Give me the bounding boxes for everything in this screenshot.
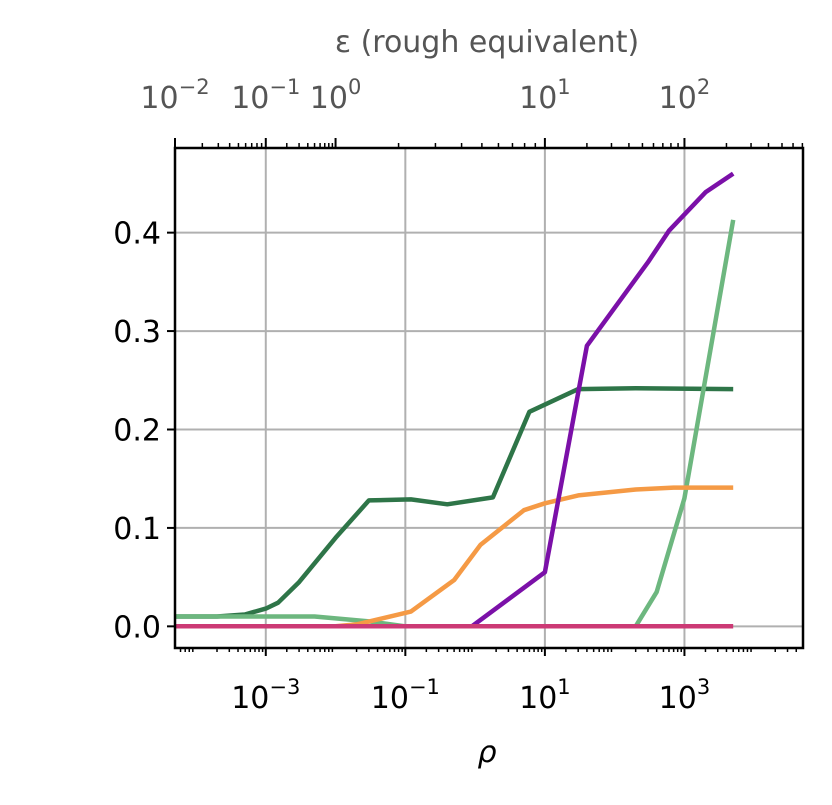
grid xyxy=(175,148,803,648)
top-axis-label: ε (rough equivalent) xyxy=(335,25,639,60)
y-tick-label: 0.2 xyxy=(113,413,161,448)
x-tick-label: 101 xyxy=(519,675,571,716)
top-axis: 10−2 10−1 100 101 102 xyxy=(140,75,804,148)
x-tick-label: 10−1 xyxy=(371,675,440,716)
series-line-4 xyxy=(175,171,735,629)
bottom-axis: 10−3 10−1 101 103 xyxy=(179,648,797,716)
series-line-2 xyxy=(175,219,736,629)
top-tick-label: 10−2 xyxy=(140,75,209,116)
top-tick-label: 100 xyxy=(310,75,362,116)
y-tick-label: 0.0 xyxy=(113,610,161,645)
series-layer xyxy=(175,171,736,629)
left-axis: 0.0 0.1 0.2 0.3 0.4 xyxy=(113,217,175,645)
top-tick-label: 101 xyxy=(519,75,571,116)
x-tick-label: 103 xyxy=(659,675,711,716)
y-tick-label: 0.4 xyxy=(113,217,161,252)
top-tick-label: 102 xyxy=(659,75,711,116)
series-line-1 xyxy=(175,385,734,619)
y-tick-label: 0.3 xyxy=(113,315,161,350)
x-tick-label: 10−3 xyxy=(231,675,300,716)
y-tick-label: 0.1 xyxy=(113,512,161,547)
top-tick-label: 10−1 xyxy=(231,75,300,116)
x-axis-label: ρ xyxy=(477,735,496,770)
plot-frame xyxy=(173,146,805,650)
